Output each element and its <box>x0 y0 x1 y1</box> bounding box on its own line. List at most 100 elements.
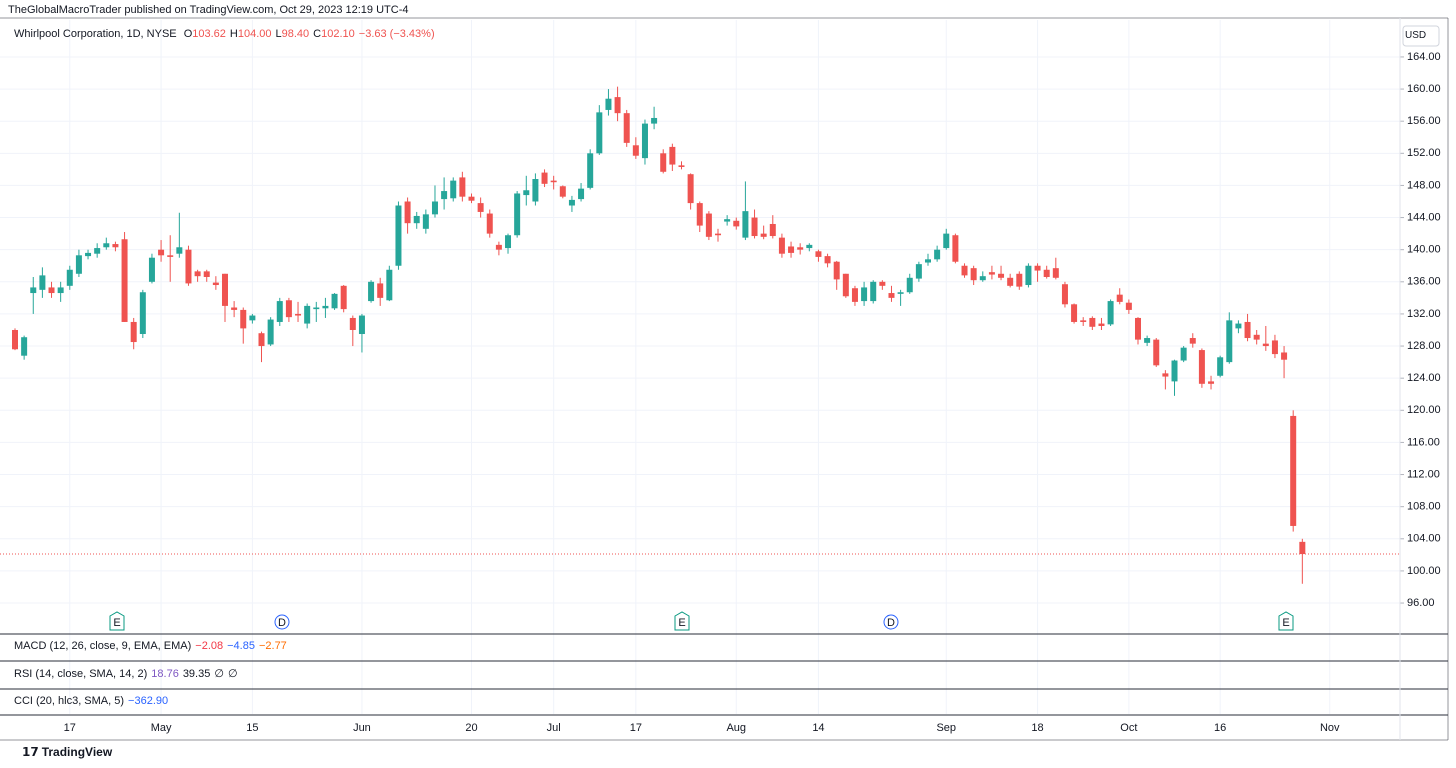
candle-body <box>1025 265 1032 286</box>
publisher-header: TheGlobalMacroTrader published on Tradin… <box>8 4 409 16</box>
candle-body <box>194 271 201 277</box>
candle-body <box>559 186 566 197</box>
candle-body <box>979 276 986 281</box>
candle-body <box>733 220 740 227</box>
candle-body <box>1071 304 1078 322</box>
candle-body <box>998 273 1005 278</box>
candle-body <box>641 123 648 159</box>
candle-body <box>495 244 502 250</box>
candle-body <box>1208 381 1215 384</box>
candle-body <box>842 273 849 297</box>
x-tick-label: 18 <box>1031 722 1043 734</box>
candle-body <box>523 190 530 196</box>
logo-text: TradingView <box>41 745 113 759</box>
candle-body <box>751 217 758 237</box>
legend-value: 103.62 <box>192 28 226 40</box>
candle-body <box>715 233 722 236</box>
candle-body <box>158 249 165 256</box>
y-tick-label: 144.00 <box>1407 211 1441 223</box>
y-tick-label: 132.00 <box>1407 308 1441 320</box>
candle-body <box>1262 343 1269 347</box>
candle-body <box>258 333 265 347</box>
candle-body <box>21 337 28 356</box>
candle-body <box>824 256 831 264</box>
candle-body <box>322 305 329 309</box>
candle-body <box>285 300 292 318</box>
event-label: E <box>113 617 120 629</box>
logo: 𝟭𝟳 TradingView <box>22 745 113 759</box>
candle-body <box>788 246 795 253</box>
legend-value: 104.00 <box>237 28 272 40</box>
candle-body <box>1116 294 1123 302</box>
legend-value: 102.10 <box>321 28 355 40</box>
candle-body <box>1007 277 1014 286</box>
candle-body <box>249 315 256 321</box>
candle-body <box>1144 338 1151 343</box>
indicator-value: 18.76 <box>151 668 179 680</box>
x-tick-label: 17 <box>630 722 642 734</box>
candle-body <box>815 251 822 257</box>
candle-body <box>1180 347 1187 361</box>
candle-body <box>404 201 411 224</box>
x-tick-label: May <box>151 722 172 734</box>
candle-body <box>39 275 46 290</box>
candle-body <box>943 233 950 249</box>
candle-body <box>30 287 37 294</box>
candle-body <box>1235 323 1242 329</box>
indicator-value: −2.77 <box>258 640 287 652</box>
event-badge <box>109 611 125 631</box>
legend-key: L <box>275 28 282 40</box>
candle-body <box>614 97 621 114</box>
y-tick-label: 96.00 <box>1407 597 1435 609</box>
candle-body <box>477 203 484 212</box>
candle-body <box>468 196 475 201</box>
y-tick-label: 104.00 <box>1407 533 1441 545</box>
candle-body <box>368 281 375 302</box>
legend-value: 98.40 <box>281 28 310 40</box>
candle-body <box>130 321 137 343</box>
candle-body <box>1189 338 1196 344</box>
candle-body <box>203 271 210 277</box>
event-label: D <box>278 617 286 629</box>
candle-body <box>167 255 174 257</box>
event-badge <box>274 614 290 630</box>
symbol-title: Whirlpool Corporation, 1D, NYSE <box>14 28 177 40</box>
candle-body <box>441 191 448 200</box>
candle-body <box>514 193 521 236</box>
candle-body <box>687 174 694 204</box>
candle-body <box>304 305 311 324</box>
x-tick-label: 17 <box>64 722 76 734</box>
indicator-legend: RSI (14, close, SMA, 14, 2) 18.76 39.35 ∅ ∅ <box>14 667 242 680</box>
candle-body <box>961 265 968 276</box>
candle-body <box>1171 360 1178 382</box>
candle-body <box>276 301 283 322</box>
candle-body <box>85 252 92 257</box>
candle-body <box>422 214 429 229</box>
candle-body <box>1016 273 1023 287</box>
candle-body <box>1034 265 1041 271</box>
candle-body <box>934 249 941 260</box>
legend-key: H <box>229 28 238 40</box>
candle-body <box>57 287 64 294</box>
x-tick-label: Sep <box>936 722 956 734</box>
candle-body <box>651 117 658 124</box>
candle-body <box>1226 320 1233 363</box>
indicator-legend: MACD (12, 26, close, 9, EMA, EMA) −2.08 −4… <box>14 640 291 652</box>
candle-body <box>797 247 804 250</box>
y-tick-label: 124.00 <box>1407 372 1441 384</box>
legend-key: C <box>313 28 322 40</box>
event-label: E <box>678 617 685 629</box>
candle-body <box>486 213 493 234</box>
candle-body <box>660 153 667 172</box>
candle-body <box>906 277 913 293</box>
y-tick-label: 100.00 <box>1407 565 1441 577</box>
y-tick-label: 136.00 <box>1407 276 1441 288</box>
candle-body <box>358 315 365 335</box>
candle-body <box>769 223 776 237</box>
candle-body <box>1198 350 1205 384</box>
candle-body <box>851 288 858 302</box>
candle-body <box>331 293 338 309</box>
candle-body <box>112 244 119 248</box>
candle-body <box>349 317 356 330</box>
